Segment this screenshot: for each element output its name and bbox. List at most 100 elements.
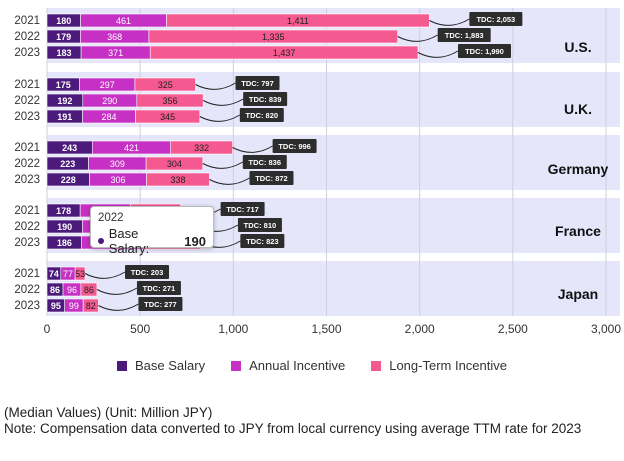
tdc-label-box <box>235 76 280 90</box>
bar-value-label-lti: 345 <box>160 112 175 122</box>
bar-value-label-lti: 332 <box>194 143 209 153</box>
bar-value-label-annual: 461 <box>116 16 131 26</box>
tdc-label-text: TDC: 2,053 <box>476 15 515 24</box>
tdc-label-text: TDC: 823 <box>246 237 279 246</box>
year-label: 2023 <box>14 174 40 186</box>
tdc-connector <box>202 98 244 106</box>
bar-value-label-base: 74 <box>49 269 59 279</box>
tdc-connector <box>232 145 273 153</box>
year-label: 2023 <box>14 47 40 59</box>
tooltip-row: Base Salary: 190 <box>98 226 206 256</box>
compensation-chart: 0 500 1,000 1,500 2,000 2,500 3,000 U.S. 2021 180… <box>14 8 621 336</box>
tdc-label-text: TDC: 836 <box>249 158 282 167</box>
tdc-connector <box>96 287 138 295</box>
tdc-connector <box>429 18 470 26</box>
bar-value-label-lti: 1,335 <box>262 32 285 42</box>
legend-swatch-base <box>117 360 127 371</box>
bar-value-label-lti: 1,437 <box>273 48 296 58</box>
bar-segment-lti <box>145 156 204 171</box>
tooltip-dot-icon <box>98 238 104 244</box>
footnote-units: (Median Values) (Unit: Million JPY) <box>4 405 213 420</box>
footnote: (Median Values) (Unit: Million JPY) Note… <box>4 405 616 437</box>
bar-value-label-annual: 96 <box>67 285 77 295</box>
bar-value-label-annual: 371 <box>108 48 123 58</box>
bar-value-label-lti: 86 <box>84 285 94 295</box>
bar-value-label-annual: 284 <box>102 112 117 122</box>
x-tick-label-6: 3,000 <box>591 322 621 336</box>
group-name-1: U.K. <box>564 101 592 117</box>
tdc-label-box <box>272 139 317 153</box>
tdc-label-box <box>243 92 288 106</box>
bar-value-label-base: 243 <box>62 143 77 153</box>
tooltip-title: 2022 <box>98 212 124 224</box>
legend-label-annual: Annual Incentive <box>249 358 346 373</box>
tdc-label-box <box>136 281 181 295</box>
bar-value-label-base: 191 <box>57 112 72 122</box>
tdc-label-box <box>240 234 285 248</box>
x-tick-label-0: 0 <box>44 322 51 336</box>
tdc-label-text: TDC: 277 <box>144 300 177 309</box>
year-label: 2022 <box>14 95 40 107</box>
x-tick-label-3: 1,500 <box>311 322 341 336</box>
bar-value-label-base: 223 <box>60 159 75 169</box>
tdc-label-box <box>457 44 511 58</box>
tdc-connector <box>417 50 459 58</box>
hover-tooltip: 2022 Base Salary: 190 <box>90 206 214 256</box>
tdc-connector <box>84 271 126 279</box>
tdc-label-text: TDC: 820 <box>246 111 279 120</box>
tdc-connector <box>202 161 244 169</box>
bar-value-label-annual: 99 <box>69 301 79 311</box>
x-tick-label-4: 2,000 <box>405 322 435 336</box>
bar-value-label-annual: 309 <box>110 159 125 169</box>
tdc-label-box <box>237 218 282 232</box>
tdc-label-box <box>437 28 491 42</box>
bar-value-label-lti: 338 <box>170 175 185 185</box>
tdc-label-box <box>469 12 523 26</box>
bar-value-label-base: 192 <box>57 96 72 106</box>
year-label: 2023 <box>14 237 40 249</box>
year-label: 2022 <box>14 221 40 233</box>
tdc-connector <box>199 114 241 122</box>
group-name-2: Germany <box>548 161 609 177</box>
legend-swatch-annual <box>231 360 242 371</box>
year-label: 2021 <box>14 142 40 154</box>
year-label: 2022 <box>14 284 40 296</box>
x-tick-label-2: 1,000 <box>218 322 248 336</box>
year-label: 2023 <box>14 300 40 312</box>
bar-value-label-base: 179 <box>56 32 71 42</box>
tdc-connector <box>209 177 250 185</box>
group-name-0: U.S. <box>564 39 591 55</box>
footnote-note: Note: Compensation data converted to JPY… <box>4 421 582 436</box>
tdc-label-text: TDC: 717 <box>226 205 259 214</box>
bar-value-label-lti: 304 <box>167 159 182 169</box>
year-label: 2021 <box>14 15 40 27</box>
year-label: 2022 <box>14 158 40 170</box>
bar-value-label-base: 183 <box>57 48 72 58</box>
tdc-label-text: TDC: 872 <box>255 174 288 183</box>
x-tick-label-5: 2,500 <box>498 322 528 336</box>
bar-value-label-base: 86 <box>50 285 60 295</box>
legend-label-lti: Long-Term Incentive <box>389 358 507 373</box>
tooltip-value: 190 <box>184 233 206 249</box>
bar-segment-lti <box>74 266 86 281</box>
year-label: 2021 <box>14 268 40 280</box>
bar-value-label-lti: 325 <box>158 80 173 90</box>
legend-item-base[interactable]: Base Salary <box>117 358 205 373</box>
group-name-4: Japan <box>558 286 598 302</box>
tdc-label-text: TDC: 839 <box>249 95 282 104</box>
year-label: 2021 <box>14 79 40 91</box>
x-tick-label-1: 500 <box>130 322 150 336</box>
tooltip-label: Base Salary: <box>108 226 150 256</box>
bar-value-label-annual: 77 <box>63 269 73 279</box>
tdc-label-text: TDC: 1,883 <box>445 31 484 40</box>
bar-value-label-annual: 290 <box>102 96 117 106</box>
legend-item-annual[interactable]: Annual Incentive <box>231 358 345 373</box>
chart-legend: Base Salary Annual Incentive Long-Term I… <box>0 358 624 373</box>
tdc-connector <box>195 82 236 90</box>
bar-value-label-lti: 53 <box>75 269 85 279</box>
tdc-label-box <box>242 155 287 169</box>
legend-item-lti[interactable]: Long-Term Incentive <box>371 358 507 373</box>
group-name-3: France <box>555 223 601 239</box>
year-label: 2021 <box>14 205 40 217</box>
tdc-label-box <box>249 171 294 185</box>
